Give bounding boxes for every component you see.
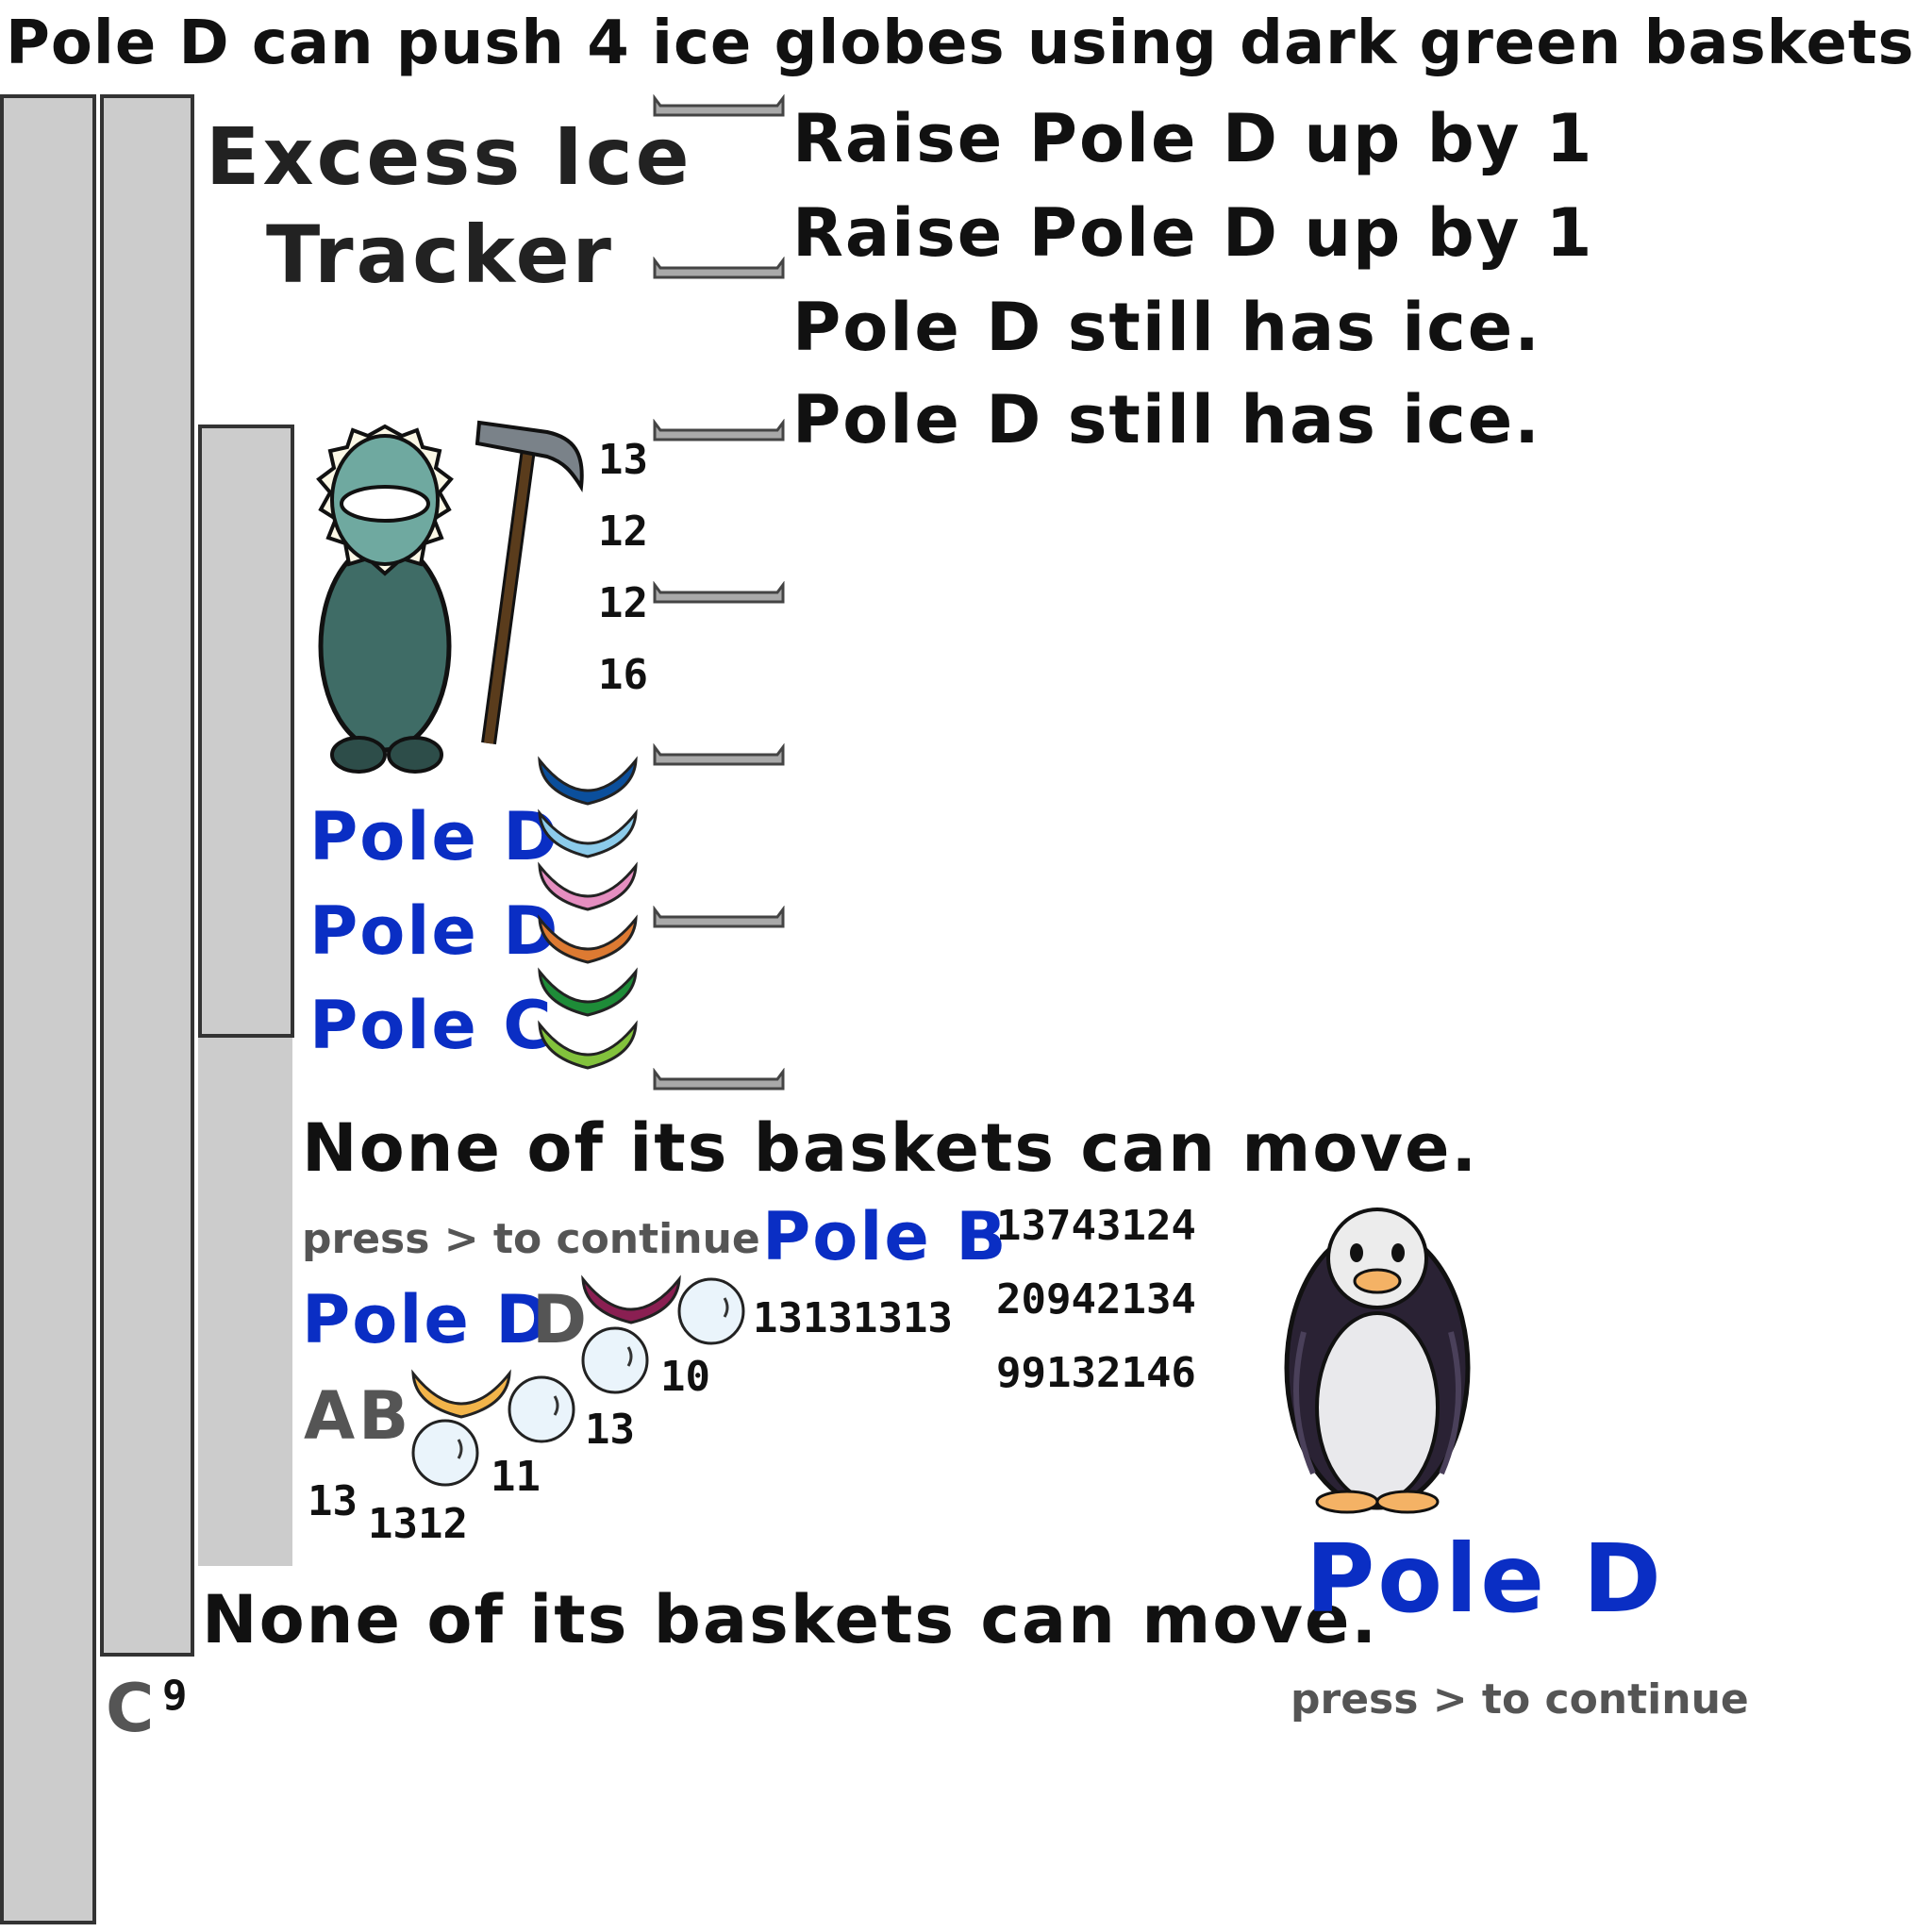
pole-b[interactable] — [100, 553, 194, 1657]
mini-num-1312: 1312 — [368, 1500, 468, 1548]
ice-globe-icon-1[interactable] — [675, 1275, 747, 1347]
ice-globe-icon-3[interactable] — [506, 1374, 577, 1445]
page-title: Pole D can push 4 ice globes using dark … — [6, 8, 1915, 78]
log-line-3: Pole D still has ice. — [792, 289, 1541, 366]
mini-num-10: 10 — [660, 1353, 710, 1401]
ice-count-2: 12 — [598, 508, 648, 556]
ice-globe-icon-2[interactable] — [579, 1324, 651, 1396]
mini-row-1: 13743124 — [996, 1202, 1196, 1250]
tracker-title-line2: Tracker — [266, 208, 614, 301]
mini-basket-gold-icon[interactable] — [409, 1368, 513, 1424]
message-none-move-1: None of its baskets can move. — [302, 1109, 1479, 1187]
basket-icon-1[interactable] — [536, 755, 640, 811]
pole-c[interactable] — [198, 1038, 292, 1566]
pole-a[interactable] — [0, 94, 96, 1924]
message-none-move-2: None of its baskets can move. — [202, 1581, 1379, 1658]
mini-letter-b: B — [358, 1377, 411, 1455]
log-line-1: Raise Pole D up by 1 — [792, 100, 1594, 177]
mini-basket-maroon-icon[interactable] — [579, 1274, 683, 1330]
basket-icon-3[interactable] — [536, 860, 640, 917]
ledge-1 — [653, 94, 785, 117]
mini-pole-d-label: Pole D — [302, 1281, 553, 1358]
ice-globe-icon-4[interactable] — [409, 1417, 481, 1489]
mini-pole-b-label: Pole B — [762, 1198, 1008, 1275]
ice-count-3: 12 — [598, 579, 648, 627]
ice-count-4: 16 — [598, 651, 648, 699]
ledge-7 — [653, 1068, 785, 1091]
basket-icon-5[interactable] — [536, 966, 640, 1023]
log-line-2: Raise Pole D up by 1 — [792, 194, 1594, 272]
log-line-4: Pole D still has ice. — [792, 381, 1541, 458]
ledge-4 — [653, 581, 785, 604]
penguin-icon — [1284, 1208, 1471, 1514]
pole-label-3: Pole C — [309, 987, 554, 1064]
press-continue-1[interactable]: press > to continue — [302, 1215, 760, 1263]
mini-letter-d: D — [532, 1281, 590, 1358]
ledge-2 — [653, 257, 785, 279]
mini-num-13b: 13 — [308, 1477, 358, 1525]
mini-row-2: 20942134 — [996, 1275, 1196, 1324]
ledge-5 — [653, 743, 785, 766]
ledge-3 — [653, 419, 785, 441]
pole-label-2: Pole D — [309, 892, 560, 970]
basket-icon-6[interactable] — [536, 1019, 640, 1075]
penguin-pole-label: Pole D — [1306, 1524, 1664, 1634]
mini-num-9: 9 — [162, 1672, 188, 1720]
basket-icon-2[interactable] — [536, 808, 640, 864]
tracker-title-line1: Excess Ice — [206, 110, 692, 203]
pole-c-upper[interactable] — [198, 425, 294, 1038]
eskimo-icon — [316, 420, 584, 774]
mini-num-11: 11 — [491, 1453, 541, 1501]
mini-row-3: 99132146 — [996, 1349, 1196, 1397]
mini-num-13a: 13 — [585, 1406, 635, 1454]
ice-count-1: 13 — [598, 436, 648, 484]
pole-label-1: Pole D — [309, 798, 560, 875]
press-continue-2[interactable]: press > to continue — [1291, 1675, 1749, 1724]
mini-letter-a: A — [304, 1377, 358, 1455]
mini-letter-c: C — [106, 1670, 157, 1747]
basket-icon-4[interactable] — [536, 913, 640, 970]
mini-repeat-13: 13131313 — [753, 1294, 953, 1342]
ledge-6 — [653, 906, 785, 928]
